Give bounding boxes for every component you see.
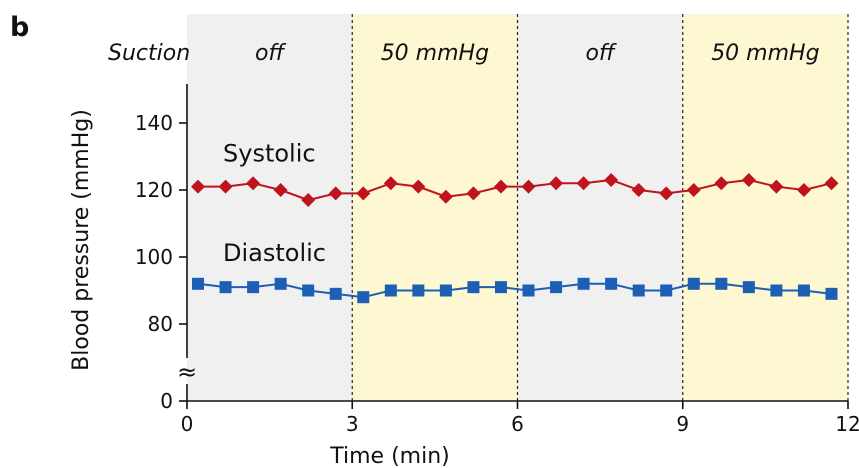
phase-bands [187, 14, 849, 401]
point-diastolic-12 [522, 284, 535, 297]
point-diastolic-21 [770, 284, 783, 297]
y-tick-label-100: 100 [135, 245, 173, 269]
point-diastolic-10 [467, 281, 480, 294]
phase-label-0: off [255, 41, 286, 66]
phase-band-3 [682, 14, 848, 401]
point-diastolic-3 [274, 277, 287, 290]
point-diastolic-17 [660, 284, 673, 297]
point-systolic-5 [328, 186, 343, 201]
axes: ≈0 80 100 120 140 0 3 6 9 12 [135, 84, 859, 436]
point-systolic-10 [466, 186, 481, 201]
point-diastolic-23 [825, 287, 838, 300]
point-diastolic-1 [219, 281, 232, 294]
point-systolic-12 [521, 179, 536, 194]
point-systolic-11 [493, 179, 508, 194]
point-systolic-19 [714, 176, 729, 191]
phase-label-2: off [585, 41, 616, 66]
phase-band-0 [187, 14, 353, 401]
point-systolic-15 [604, 172, 619, 187]
point-diastolic-5 [329, 287, 342, 300]
x-tick-label-12: 12 [835, 412, 859, 436]
phase-labels: off 50 mmHg off 50 mmHg [255, 41, 820, 66]
y-axis-title: Blood pressure (mmHg) [69, 109, 94, 371]
x-tick-label-6: 6 [511, 412, 524, 436]
x-tick-label-0: 0 [181, 412, 194, 436]
point-diastolic-7 [384, 284, 397, 297]
phase-label-3: 50 mmHg [711, 41, 819, 66]
series-label-systolic: Systolic [223, 140, 316, 168]
point-systolic-4 [301, 193, 316, 208]
panel-label: b [10, 12, 29, 43]
point-diastolic-16 [632, 284, 645, 297]
point-diastolic-2 [247, 281, 260, 294]
point-systolic-6 [356, 186, 371, 201]
point-systolic-23 [824, 176, 839, 191]
y-tick-label-120: 120 [135, 178, 173, 202]
y-tick-label-80: 80 [148, 312, 173, 336]
point-systolic-9 [438, 189, 453, 204]
point-diastolic-8 [412, 284, 425, 297]
point-systolic-18 [686, 183, 701, 197]
point-systolic-7 [383, 176, 398, 191]
point-diastolic-20 [742, 281, 755, 294]
y-tick-label-0: 0 [160, 389, 173, 413]
series-diastolic: Diastolic [192, 239, 838, 304]
series-systolic: Systolic [191, 140, 839, 208]
y-tick-label-140: 140 [135, 111, 173, 135]
point-systolic-16 [631, 183, 646, 197]
point-diastolic-9 [439, 284, 452, 297]
suction-row-label: Suction [108, 41, 190, 66]
point-systolic-3 [273, 183, 288, 197]
point-systolic-14 [576, 176, 591, 191]
point-diastolic-6 [357, 291, 370, 304]
point-systolic-22 [796, 183, 811, 197]
point-diastolic-0 [192, 277, 205, 290]
series-layer: Systolic Diastolic [191, 140, 839, 304]
series-label-diastolic: Diastolic [223, 239, 326, 267]
point-diastolic-13 [550, 281, 563, 294]
point-systolic-21 [769, 179, 784, 194]
point-systolic-13 [549, 176, 564, 191]
point-diastolic-22 [797, 284, 810, 297]
point-systolic-2 [246, 176, 261, 191]
point-systolic-20 [741, 172, 756, 187]
point-diastolic-14 [577, 277, 590, 290]
x-tick-label-9: 9 [676, 412, 689, 436]
point-systolic-17 [659, 186, 674, 201]
y-axis-break-icon: ≈ [177, 358, 197, 386]
x-tick-label-3: 3 [346, 412, 359, 436]
point-systolic-0 [191, 179, 206, 194]
point-diastolic-19 [715, 277, 728, 290]
point-diastolic-11 [494, 281, 507, 294]
point-diastolic-4 [302, 284, 315, 297]
phase-band-2 [517, 14, 683, 401]
point-diastolic-18 [687, 277, 700, 290]
phase-band-1 [352, 14, 518, 401]
x-axis-title: Time (min) [329, 444, 450, 468]
phase-label-1: 50 mmHg [381, 41, 489, 66]
point-systolic-8 [411, 179, 426, 194]
point-diastolic-15 [605, 277, 618, 290]
point-systolic-1 [218, 179, 233, 194]
